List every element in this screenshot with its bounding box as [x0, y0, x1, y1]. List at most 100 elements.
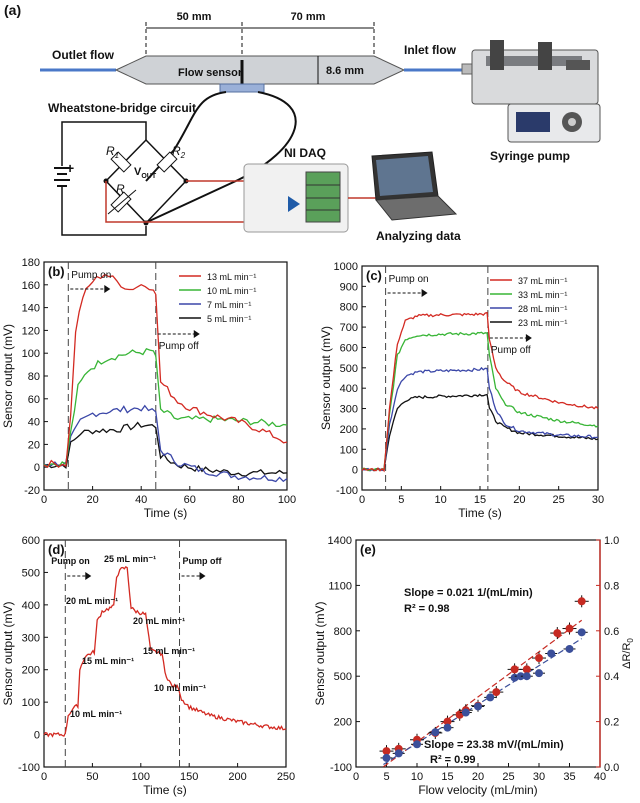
x-axis-title: Time (s): [143, 783, 187, 797]
data-point-red: [382, 747, 391, 756]
data-point-red: [443, 717, 452, 726]
data-point-red: [522, 665, 531, 674]
y-tick-label: 700: [340, 322, 358, 334]
outlet-label: Outlet flow: [52, 48, 115, 62]
r1-label: R1: [106, 144, 119, 160]
y2-axis-subscript: 0: [626, 638, 635, 643]
y2-tick-label: 0.2: [604, 717, 619, 729]
x-tick-label: 35: [563, 771, 575, 783]
x-tick-label: 40: [135, 494, 147, 506]
y-tick-label: 20: [28, 439, 40, 451]
y-tick-label: 140: [22, 303, 40, 315]
legend-label: 23 mL min⁻¹: [518, 318, 567, 328]
x-tick-label: 15: [441, 771, 453, 783]
rate-annotation: 10 mL min⁻¹: [154, 683, 206, 693]
laptop: [371, 151, 458, 221]
pump-on-arrow-head: [85, 572, 92, 580]
panel-label: (e): [360, 542, 376, 557]
y-tick-label: 300: [340, 404, 358, 416]
x-tick-label: 30: [533, 771, 545, 783]
x-tick-label: 0: [359, 494, 365, 506]
sensor-connector: [219, 83, 265, 93]
x-tick-label: 5: [383, 771, 389, 783]
bridge-title: Wheatstone-bridge circuit: [48, 101, 196, 115]
y-tick-label: 500: [334, 671, 352, 683]
fit-r2-red: R² = 0.98: [404, 603, 450, 615]
fit-slope-blue: Slope = 23.38 mV/(mL/min): [424, 739, 564, 751]
x-tick-label: 10: [411, 771, 423, 783]
y-tick-label: -100: [336, 485, 358, 497]
rate-annotation: 15 mL min⁻¹: [82, 656, 134, 666]
x-tick-label: 60: [184, 494, 196, 506]
fit-r2-blue: R² = 0.99: [430, 754, 476, 766]
pump-on-arrow-head: [104, 285, 111, 293]
x-tick-label: 100: [132, 771, 150, 783]
series-line: [43, 566, 287, 738]
legend-label: 7 mL min⁻¹: [207, 300, 251, 310]
x-tick-label: 100: [278, 494, 296, 506]
y-tick-label: 160: [22, 280, 40, 292]
series-line: [361, 331, 599, 472]
y-tick-label: 0: [34, 730, 40, 742]
legend-label: 10 mL min⁻¹: [207, 286, 256, 296]
x-tick-label: 200: [228, 771, 246, 783]
y2-tick-label: 0.0: [604, 762, 619, 774]
vout-label: VOUT: [134, 166, 157, 180]
flow-sensor-label: Flow sensor: [178, 67, 243, 79]
plot-frame: [355, 539, 601, 768]
x-tick-label: 25: [553, 494, 565, 506]
x-axis-title: Flow velocity (mL/min): [418, 783, 537, 797]
height-label: 8.6 mm: [326, 65, 364, 77]
rate-annotation: 15 mL min⁻¹: [143, 646, 195, 656]
y-tick-label: 80: [28, 371, 40, 383]
y-tick-label: 40: [28, 417, 40, 429]
data-point-blue: [394, 749, 403, 758]
panel-label: (b): [48, 264, 65, 279]
dim-left-label: 50 mm: [177, 11, 212, 23]
y2-tick-label: 0.6: [604, 626, 619, 638]
x-tick-label: 20: [86, 494, 98, 506]
data-point-blue: [516, 672, 525, 681]
panel-label: (d): [48, 542, 65, 557]
y-tick-label: 600: [340, 342, 358, 354]
data-point-red: [492, 688, 501, 697]
daq-label: NI DAQ: [284, 146, 326, 160]
pump-off-arrow-head: [199, 572, 206, 580]
data-point-blue: [413, 740, 421, 749]
y-axis-title: Sensor output (mV): [1, 324, 15, 428]
pump-on-arrow-head: [421, 289, 428, 297]
rate-annotation: 25 mL min⁻¹: [104, 554, 156, 564]
r-variable-label: R: [116, 182, 125, 196]
y-tick-label: -20: [24, 485, 40, 497]
wheatstone-bridge: [54, 121, 244, 236]
series-line: [43, 421, 288, 477]
legend-label: 13 mL min⁻¹: [207, 272, 256, 282]
series-line: [361, 366, 599, 472]
series-line: [361, 393, 599, 472]
panel-a-schematic: (a) 50 mm 70 mm Outlet flow Flow sensor …: [4, 2, 601, 243]
y-tick-label: 0: [34, 462, 40, 474]
y-tick-label: 180: [22, 257, 40, 269]
series-line: [43, 404, 288, 483]
legend-label: 37 mL min⁻¹: [518, 276, 567, 286]
data-point-blue: [535, 669, 543, 678]
x-tick-label: 0: [41, 494, 47, 506]
data-point-red: [577, 597, 586, 606]
x-tick-label: 0: [353, 771, 359, 783]
pump-off-label: Pump off: [159, 341, 199, 352]
series-line: [361, 311, 599, 473]
y-tick-label: 800: [340, 302, 358, 314]
y-tick-label: 120: [22, 325, 40, 337]
x-tick-label: 80: [232, 494, 244, 506]
fit-slope-red: Slope = 0.021 1/(mL/min): [404, 587, 533, 599]
x-axis-title: Time (s): [458, 506, 502, 520]
y-tick-label: -100: [18, 762, 40, 774]
data-point-blue: [461, 708, 470, 717]
battery-plus: +: [66, 160, 74, 176]
x-tick-label: 40: [594, 771, 606, 783]
y-axis-title: Sensor output (mV): [313, 601, 327, 705]
y-tick-label: 200: [22, 665, 40, 677]
